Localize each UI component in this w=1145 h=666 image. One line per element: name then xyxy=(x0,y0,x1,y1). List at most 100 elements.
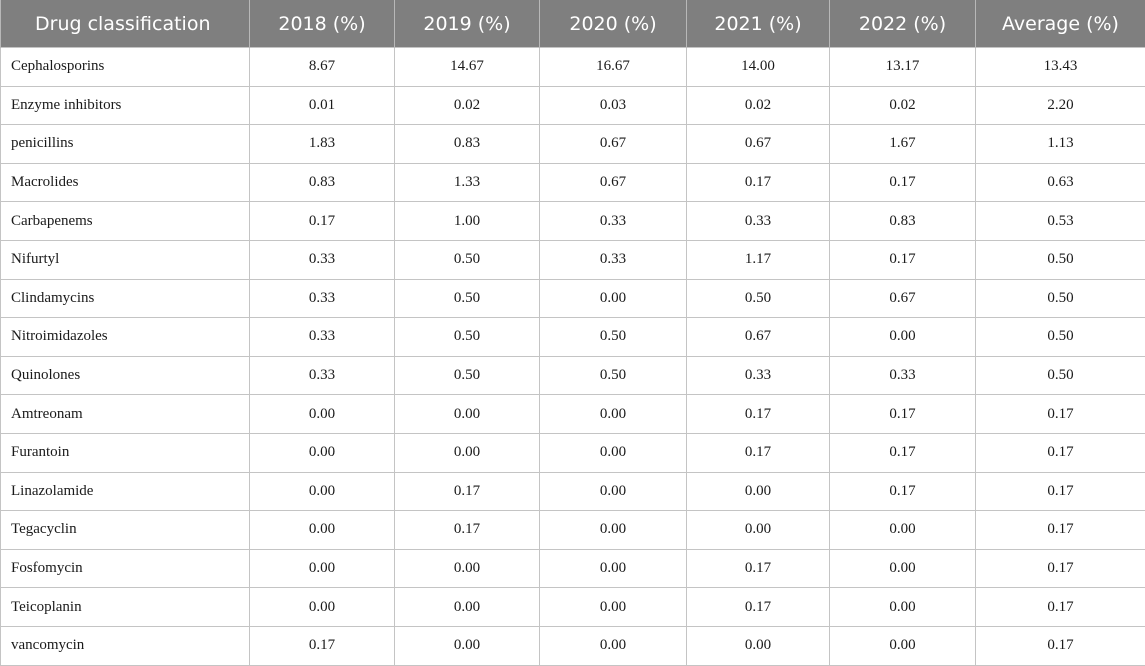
average-cell: 0.50 xyxy=(976,240,1145,279)
value-2020-cell: 0.03 xyxy=(540,86,687,125)
table-header: Drug classification 2018 (%) 2019 (%) 20… xyxy=(1,0,1145,48)
value-2022-cell: 0.00 xyxy=(830,626,976,665)
value-2022-cell: 0.17 xyxy=(830,163,976,202)
value-2022-cell: 0.00 xyxy=(830,588,976,627)
average-cell: 2.20 xyxy=(976,86,1145,125)
value-2020-cell: 0.00 xyxy=(540,395,687,434)
value-2021-cell: 0.17 xyxy=(687,433,830,472)
value-2021-cell: 0.00 xyxy=(687,626,830,665)
header-row: Drug classification 2018 (%) 2019 (%) 20… xyxy=(1,0,1145,48)
value-2019-cell: 1.33 xyxy=(395,163,540,202)
value-2021-cell: 0.33 xyxy=(687,202,830,241)
value-2018-cell: 0.17 xyxy=(250,202,395,241)
value-2022-cell: 1.67 xyxy=(830,125,976,164)
drug-name-cell: Enzyme inhibitors xyxy=(1,86,250,125)
value-2019-cell: 0.50 xyxy=(395,318,540,357)
value-2018-cell: 0.00 xyxy=(250,511,395,550)
header-2020: 2020 (%) xyxy=(540,0,687,48)
drug-name-cell: Linazolamide xyxy=(1,472,250,511)
average-cell: 0.53 xyxy=(976,202,1145,241)
value-2018-cell: 8.67 xyxy=(250,48,395,87)
value-2022-cell: 0.17 xyxy=(830,433,976,472)
value-2022-cell: 0.17 xyxy=(830,240,976,279)
value-2020-cell: 0.00 xyxy=(540,472,687,511)
value-2020-cell: 0.50 xyxy=(540,318,687,357)
value-2021-cell: 0.00 xyxy=(687,472,830,511)
header-drug-classification: Drug classification xyxy=(1,0,250,48)
drug-name-cell: Fosfomycin xyxy=(1,549,250,588)
value-2022-cell: 0.02 xyxy=(830,86,976,125)
value-2021-cell: 0.17 xyxy=(687,395,830,434)
value-2020-cell: 0.33 xyxy=(540,240,687,279)
value-2018-cell: 0.33 xyxy=(250,279,395,318)
value-2019-cell: 14.67 xyxy=(395,48,540,87)
drug-name-cell: Cephalosporins xyxy=(1,48,250,87)
value-2021-cell: 0.67 xyxy=(687,125,830,164)
value-2018-cell: 0.83 xyxy=(250,163,395,202)
value-2019-cell: 0.50 xyxy=(395,356,540,395)
value-2021-cell: 14.00 xyxy=(687,48,830,87)
value-2021-cell: 0.00 xyxy=(687,511,830,550)
average-cell: 0.17 xyxy=(976,549,1145,588)
value-2022-cell: 0.83 xyxy=(830,202,976,241)
drug-name-cell: Macrolides xyxy=(1,163,250,202)
value-2020-cell: 0.00 xyxy=(540,279,687,318)
average-cell: 1.13 xyxy=(976,125,1145,164)
average-cell: 13.43 xyxy=(976,48,1145,87)
value-2019-cell: 0.00 xyxy=(395,549,540,588)
value-2019-cell: 0.50 xyxy=(395,240,540,279)
value-2020-cell: 0.00 xyxy=(540,511,687,550)
header-2018: 2018 (%) xyxy=(250,0,395,48)
average-cell: 0.50 xyxy=(976,279,1145,318)
drug-name-cell: Nitroimidazoles xyxy=(1,318,250,357)
value-2018-cell: 0.33 xyxy=(250,318,395,357)
value-2018-cell: 0.17 xyxy=(250,626,395,665)
value-2020-cell: 16.67 xyxy=(540,48,687,87)
value-2019-cell: 0.00 xyxy=(395,588,540,627)
value-2018-cell: 0.00 xyxy=(250,588,395,627)
value-2022-cell: 0.17 xyxy=(830,395,976,434)
value-2018-cell: 0.01 xyxy=(250,86,395,125)
value-2019-cell: 0.50 xyxy=(395,279,540,318)
average-cell: 0.50 xyxy=(976,318,1145,357)
value-2020-cell: 0.67 xyxy=(540,125,687,164)
value-2021-cell: 0.17 xyxy=(687,588,830,627)
header-2021: 2021 (%) xyxy=(687,0,830,48)
value-2022-cell: 0.00 xyxy=(830,511,976,550)
drug-name-cell: Clindamycins xyxy=(1,279,250,318)
value-2020-cell: 0.67 xyxy=(540,163,687,202)
value-2021-cell: 0.02 xyxy=(687,86,830,125)
value-2019-cell: 0.00 xyxy=(395,626,540,665)
average-cell: 0.17 xyxy=(976,433,1145,472)
value-2020-cell: 0.00 xyxy=(540,626,687,665)
value-2020-cell: 0.00 xyxy=(540,549,687,588)
header-2019: 2019 (%) xyxy=(395,0,540,48)
value-2019-cell: 0.02 xyxy=(395,86,540,125)
value-2021-cell: 1.17 xyxy=(687,240,830,279)
drug-name-cell: Carbapenems xyxy=(1,202,250,241)
drug-name-cell: Quinolones xyxy=(1,356,250,395)
value-2018-cell: 0.00 xyxy=(250,395,395,434)
value-2020-cell: 0.00 xyxy=(540,588,687,627)
drug-name-cell: penicillins xyxy=(1,125,250,164)
average-cell: 0.17 xyxy=(976,511,1145,550)
value-2021-cell: 0.17 xyxy=(687,163,830,202)
value-2018-cell: 0.33 xyxy=(250,240,395,279)
average-cell: 0.17 xyxy=(976,626,1145,665)
value-2021-cell: 0.17 xyxy=(687,549,830,588)
value-2022-cell: 0.67 xyxy=(830,279,976,318)
